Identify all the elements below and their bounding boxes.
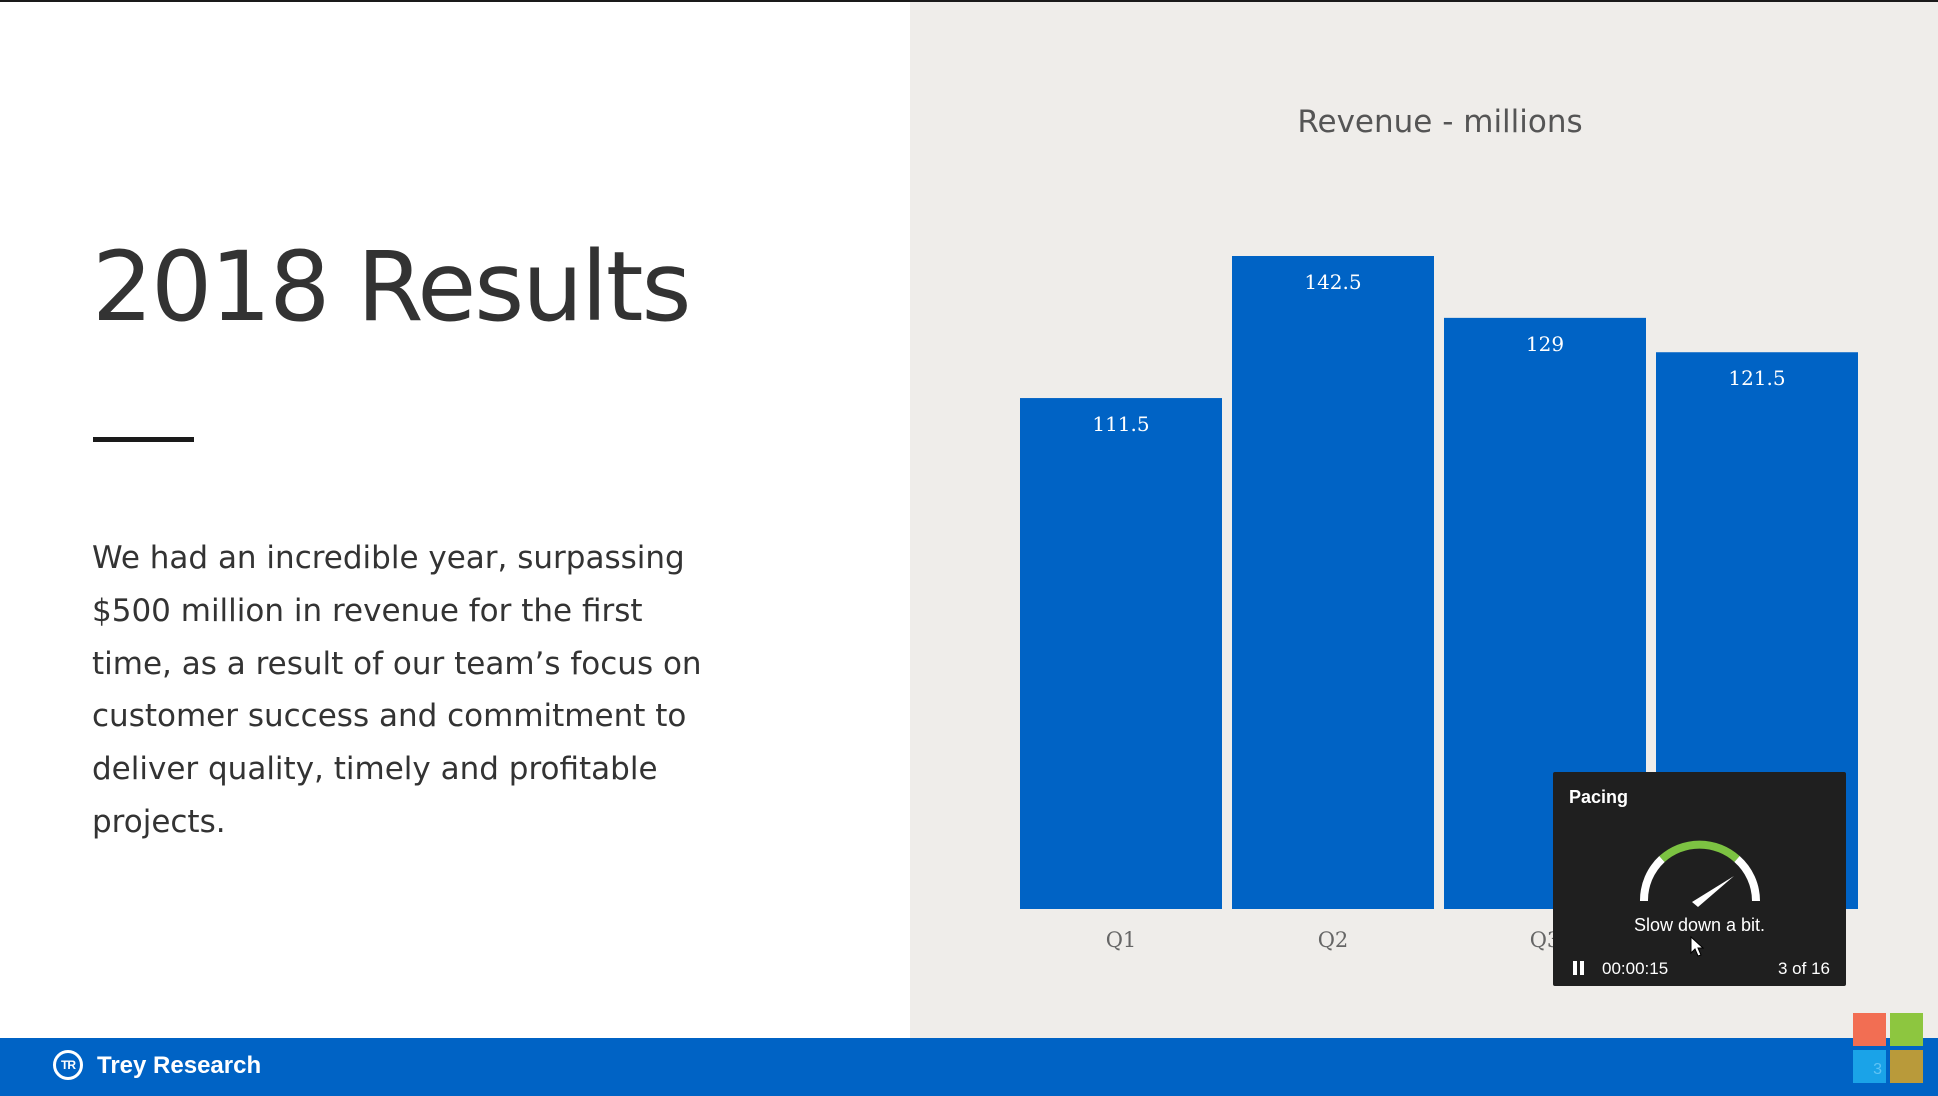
tile-orange [1853,1013,1886,1046]
data-label-q2: 142.5 [1304,270,1361,294]
slide-title: 2018 Results [92,231,691,343]
pacing-title: Pacing [1569,787,1629,807]
x-tick-label-q1: Q1 [1106,928,1137,952]
data-label-q4: 121.5 [1728,366,1785,390]
title-underline [93,437,194,442]
x-tick-label-q2: Q2 [1318,928,1349,952]
bar-q1 [1020,398,1222,909]
slide-left-panel [0,2,910,1038]
bar-q2 [1232,256,1434,909]
chart-title: Revenue - millions [1297,104,1583,140]
pause-icon[interactable] [1573,961,1585,975]
pacing-timer: 00:00:15 [1602,959,1669,978]
top-rule [0,0,1938,2]
data-label-q1: 111.5 [1092,412,1149,436]
data-label-q3: 129 [1526,332,1564,356]
footer-brand-name: Trey Research [97,1052,262,1079]
tile-gold [1890,1050,1923,1083]
tile-number: 3 [1853,1050,1886,1083]
slide-counter: 3 of 16 [1778,959,1830,978]
footer-bar: TR Trey Research [0,1038,1938,1096]
pacing-message: Slow down a bit. [1633,915,1766,935]
speedometer-icon [1639,840,1760,907]
slide-body-text: We had an incredible year, surpassing $5… [92,540,702,840]
trey-research-logo-icon: TR [53,1050,83,1080]
mouse-cursor-icon [1690,936,1704,957]
tile-green [1890,1013,1923,1046]
slide-thumbnail-badge[interactable]: 3 [1853,1013,1923,1083]
